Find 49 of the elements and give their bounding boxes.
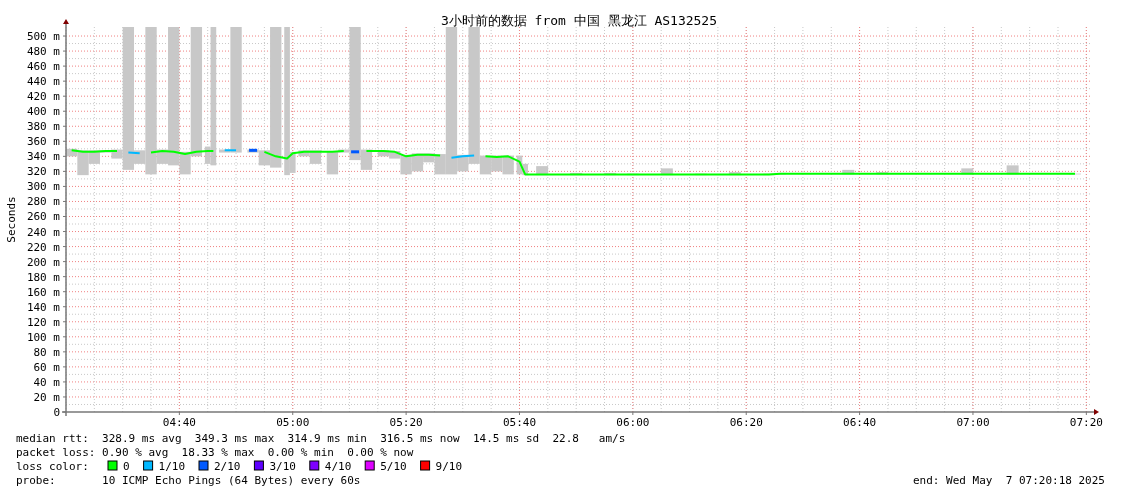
legend-label: 9/10 [435,460,463,473]
x-tick-label: 04:40 [162,416,196,429]
y-axis-title: Seconds [5,196,18,243]
legend-title: loss color: [16,460,89,473]
y-tick-label: 160 m [26,285,61,299]
y-tick-label: 380 m [26,120,61,134]
x-tick-label: 05:40 [502,416,537,429]
y-tick-label: 460 m [26,60,61,74]
y-tick-label: 420 m [26,90,61,104]
legend-label: 2/10 [214,460,241,473]
legend-label: 5/10 [380,460,407,473]
y-tick-label: 440 m [26,75,61,89]
x-tick-label: 05:00 [276,416,310,429]
x-tick-label: 07:00 [956,416,990,429]
text: median rtt: 328.9 ms avg 349.3 ms max 314.9 ms min 316.5 ms now 14.5 ms sd 22.8 am/s [16,432,626,445]
y-tick-label: 360 m [26,135,61,149]
y-tick-label: 320 m [26,165,61,179]
y-tick-label: 240 m [26,225,61,239]
y-tick-label: 260 m [26,210,61,224]
y-tick-label: 340 m [26,150,61,164]
legend-label: 1/10 [158,460,186,473]
text: probe: 10 ICMP Echo Pings (64 Bytes) every 60s [16,474,361,487]
x-tick-label: 07:20 [1069,416,1103,429]
x-tick-label: 06:40 [843,416,877,429]
y-tick-label: 80 m [33,345,61,359]
text: end: Wed May 7 07:20:18 2025 [912,474,1105,487]
y-tick-label: 0 [53,406,60,419]
y-tick-label: 120 m [26,315,61,329]
legend-label: 3/10 [269,460,296,473]
y-tick-label: 480 m [26,45,61,59]
legend-label: 4/10 [324,460,352,473]
x-tick-label: 05:20 [389,416,423,429]
chart-title: 3小时前的数据 from 中国 黑龙江 AS132525 [440,13,718,28]
text: packet loss: 0.90 % avg 18.33 % max 0.00 % min 0.00 % now [16,446,414,459]
y-tick-label: 220 m [26,240,61,254]
y-tick-label: 60 m [33,360,61,374]
y-tick-label: 400 m [26,105,61,119]
y-tick-label: 40 m [33,375,61,389]
legend-label: 0 [123,460,130,473]
x-tick-label: 06:00 [616,416,650,429]
y-tick-label: 280 m [26,195,61,209]
y-tick-label: 200 m [26,255,61,269]
y-tick-label: 20 m [33,390,61,404]
x-tick-label: 06:20 [729,416,763,429]
y-tick-label: 180 m [26,270,61,284]
y-tick-label: 140 m [26,300,61,314]
y-tick-label: 500 m [26,30,61,44]
y-tick-label: 100 m [26,330,61,344]
y-tick-label: 300 m [26,180,61,194]
